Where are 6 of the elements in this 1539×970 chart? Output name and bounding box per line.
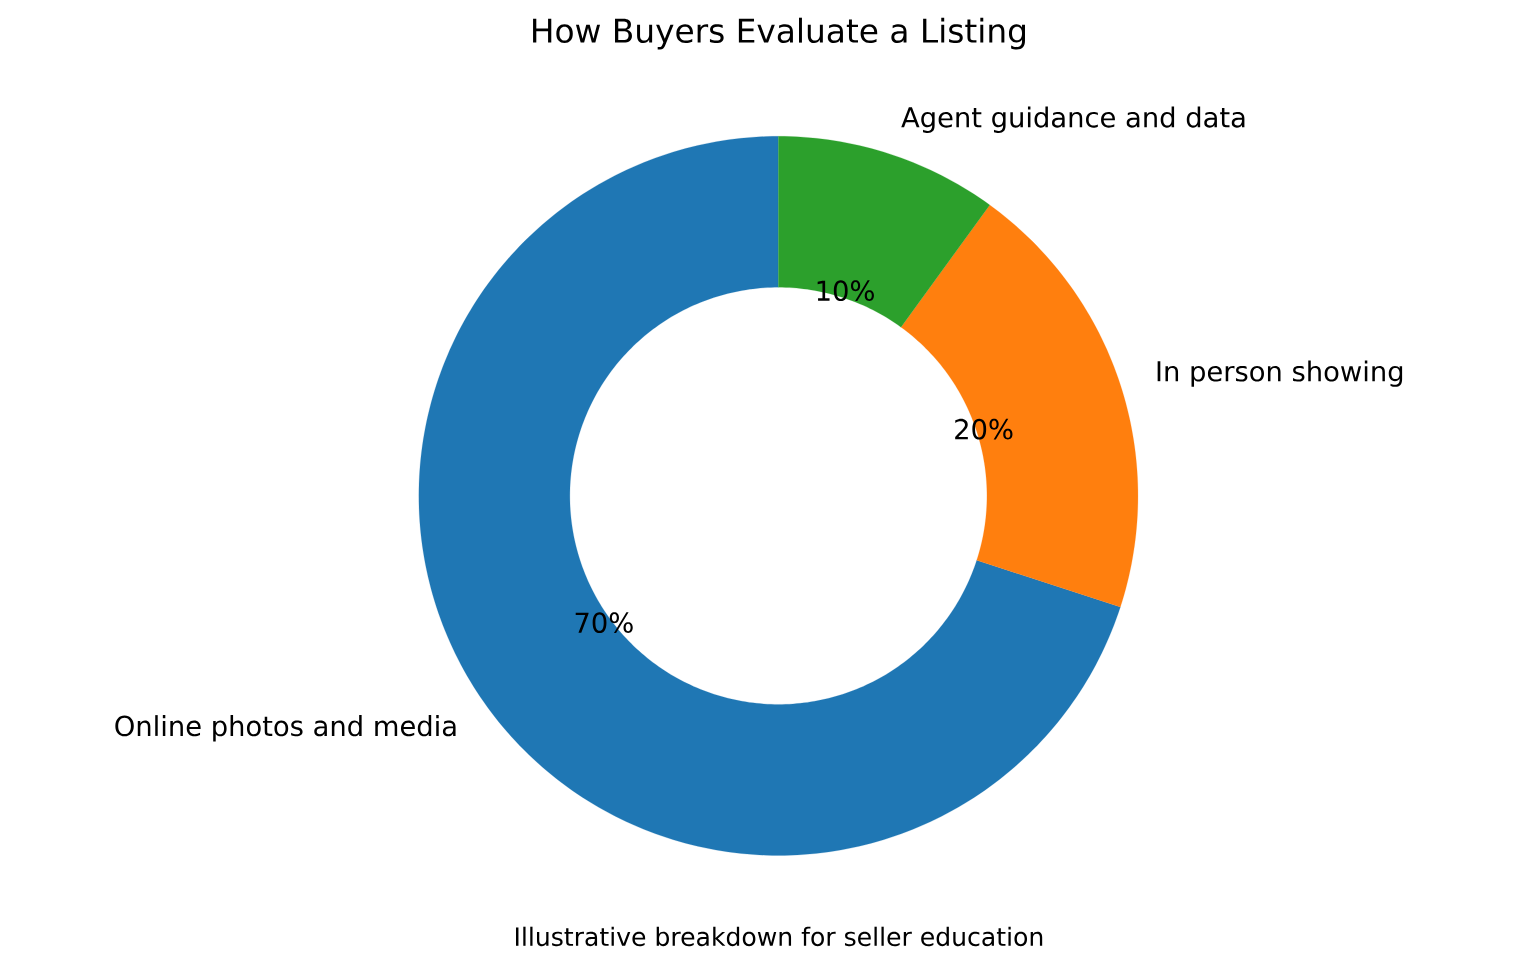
slice-label: Agent guidance and data [901, 106, 1245, 133]
text: Illustrative breakdown for seller education [515, 926, 1043, 947]
slice-label: In person showing [1157, 360, 1403, 387]
data-label: 10% [817, 280, 874, 302]
slice-label: Online photos and media [115, 715, 456, 742]
chart-title: How Buyers Evaluate a Listing [533, 17, 1025, 50]
